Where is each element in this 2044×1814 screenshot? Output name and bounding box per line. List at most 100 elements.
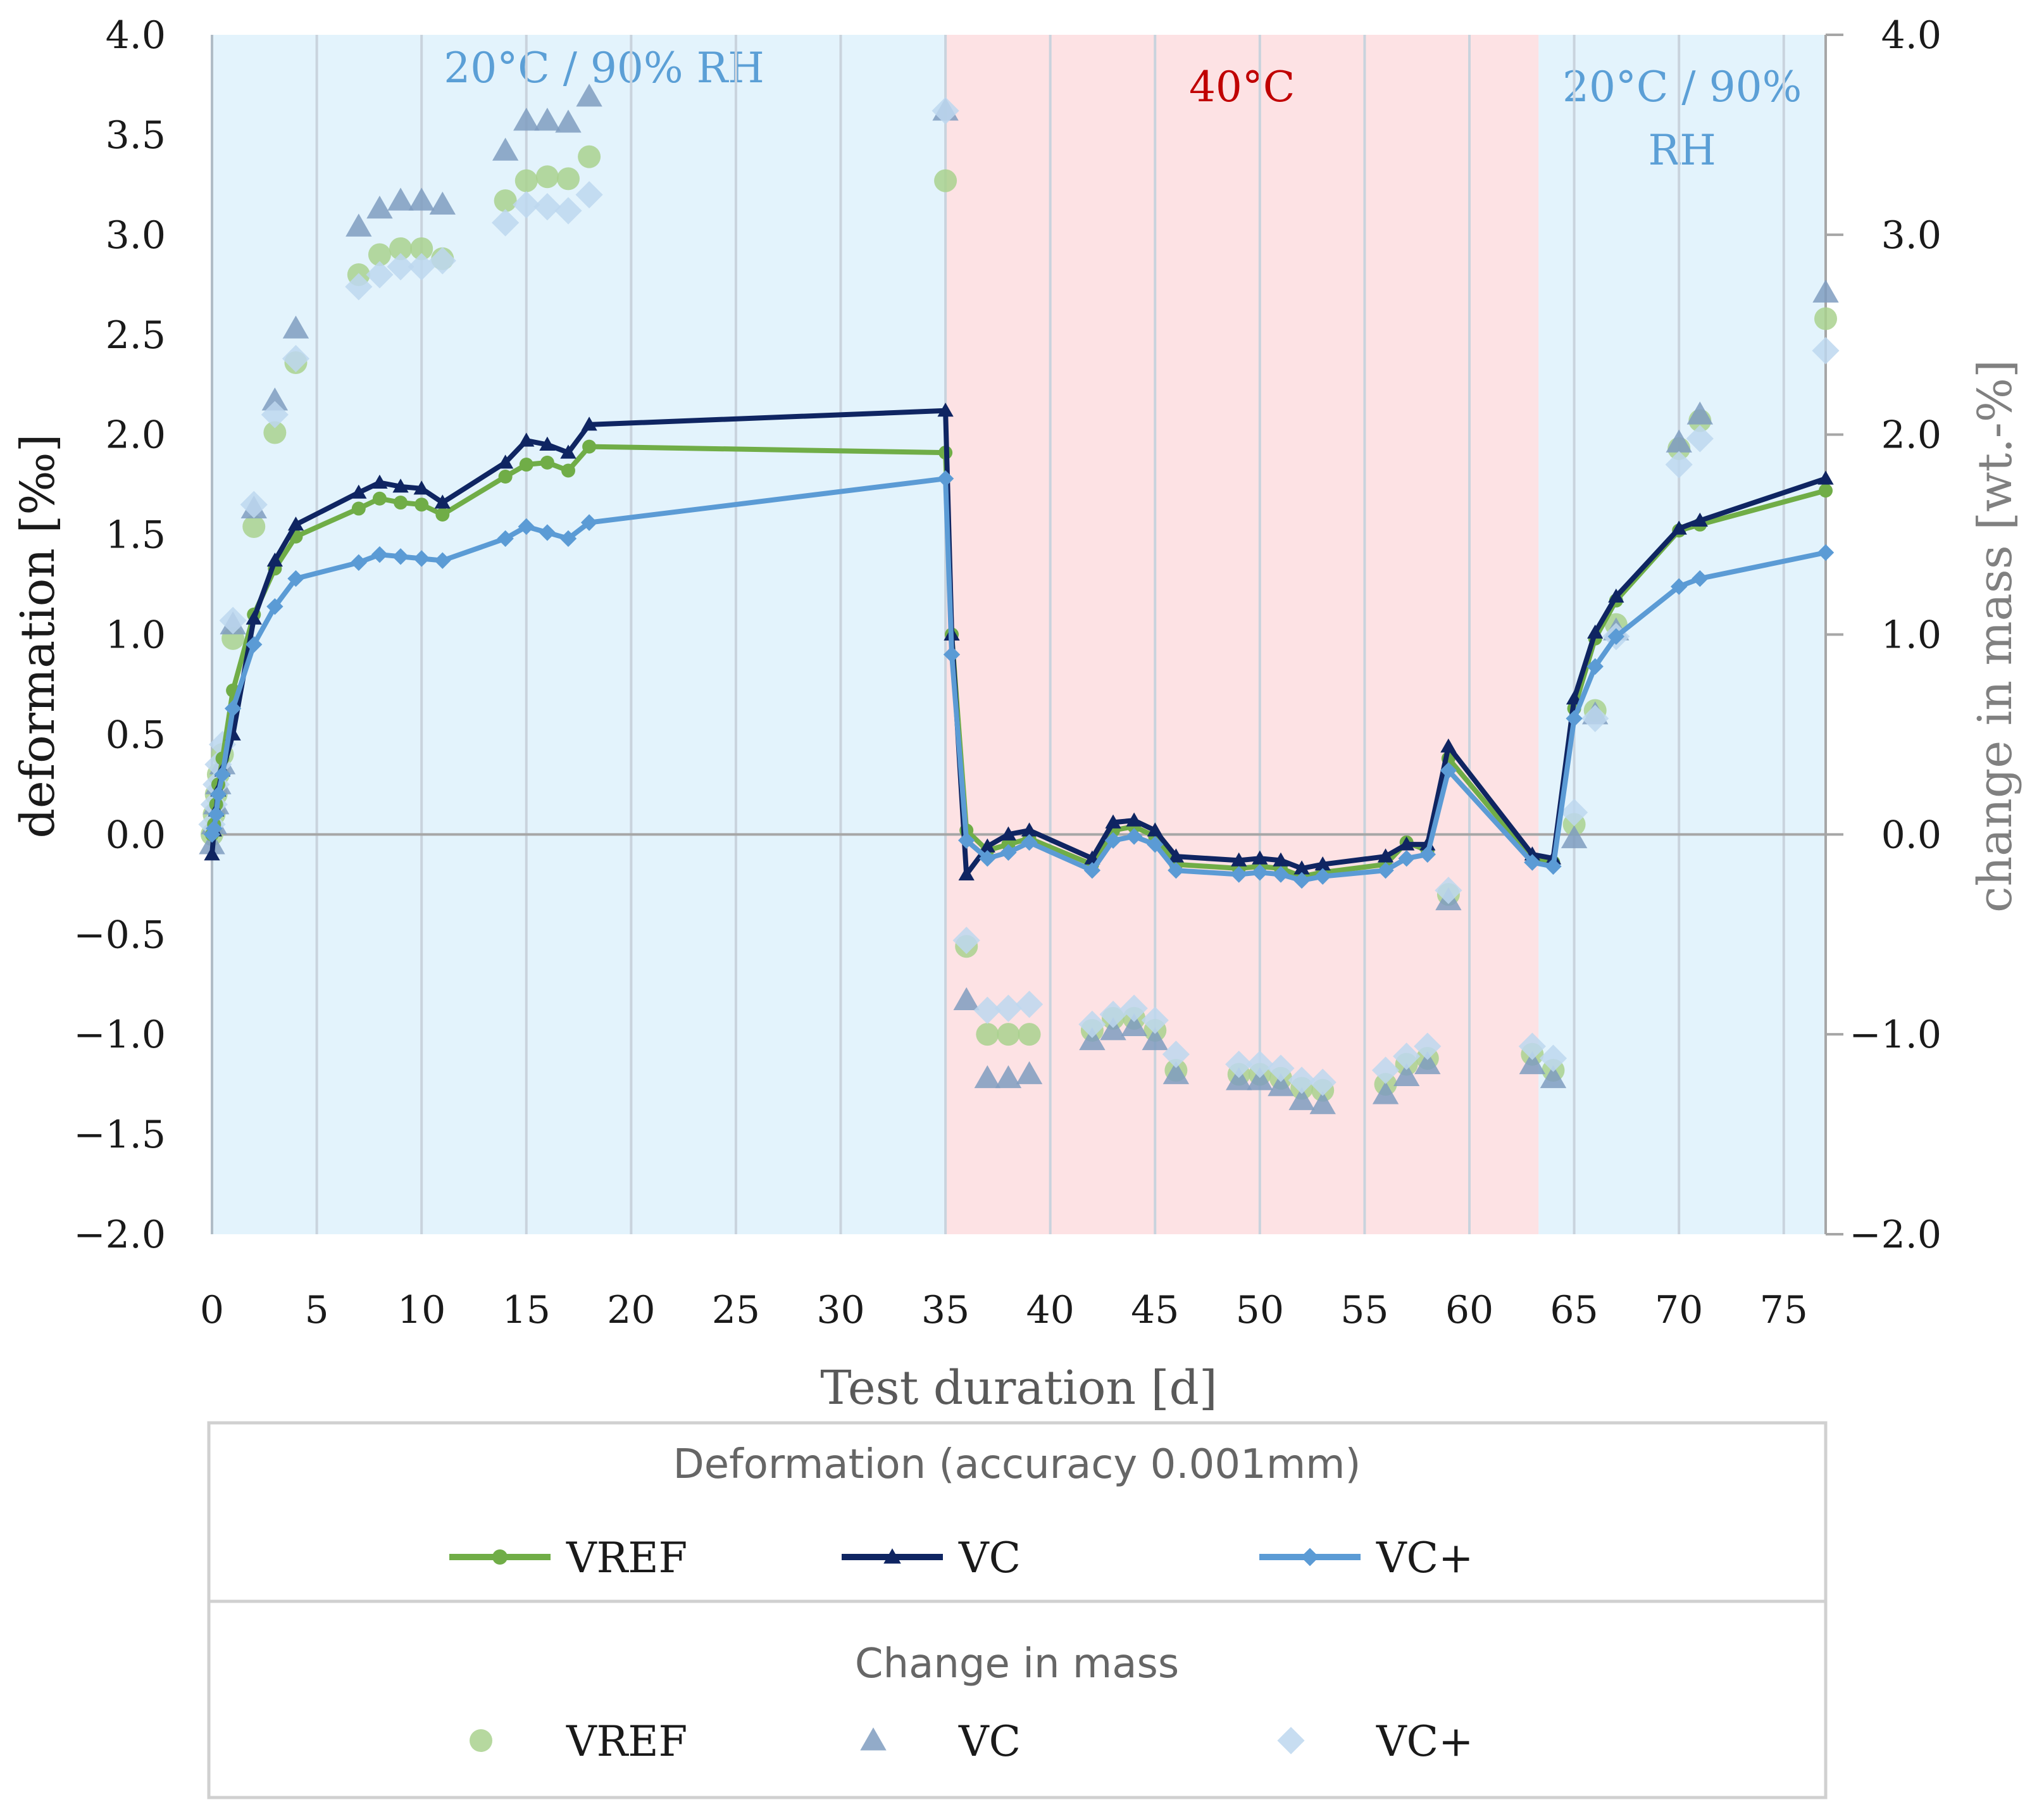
deformation-point-vref [561,463,575,478]
deformation-point-vc [371,474,388,489]
y-tick-label: 2.0 [106,413,166,458]
deformation-point-vcplus [392,548,409,565]
legend-marker-swatch [1277,1727,1305,1755]
legend-deformation-vref: VREF [449,1534,687,1582]
legend-marker-swatch [860,1727,887,1751]
deformation-point-vcplus [371,546,389,563]
deformation-point-vref [394,496,408,510]
deformation-series-vc [204,403,1834,880]
tick-labels: 0 5 10 15 20 25 30 35 40 45 50 55 60 65 70 75 4.0 3.5 3.0 2… [73,13,1941,1332]
mass-point-vref [410,237,433,260]
mass-point-vc [1121,1013,1147,1037]
deformation-point-vc [1314,856,1331,871]
legend-title-mass: Change in mass [855,1641,1179,1687]
legend-title-deformation: Deformation (accuracy 0.001mm) [673,1441,1361,1488]
mass-point-vc [555,109,582,133]
deformation-point-vcplus [518,518,535,535]
mass-point-vcplus [932,97,959,125]
mass-point-vcplus [261,401,289,428]
x-tick-label: 5 [304,1288,328,1332]
deformation-point-vc [1105,814,1121,829]
y-tick-label: −1.5 [73,1113,166,1157]
deformation-point-vcplus [1125,828,1143,845]
deformation-point-vcplus [943,646,961,663]
deformation-point-vc [937,403,954,417]
deformation-point-vc [266,552,284,567]
mass-point-vcplus [240,491,268,518]
legend-deformation-vcplus: VC+ [1259,1534,1473,1582]
mass-point-vc [366,196,393,219]
mass-point-vref [368,243,391,266]
mass-point-vc [534,108,561,131]
mass-point-vc [1142,1027,1168,1051]
deformation-point-vref [519,458,533,472]
mass-point-vc [1079,1027,1106,1051]
y2-tick-label: 3.0 [1881,213,1941,258]
legend: Deformation (accuracy 0.001mm) Change in… [207,1421,1828,1799]
mass-point-vref [389,237,413,260]
mass-point-vc [1414,1051,1441,1075]
mass-point-vref [997,1023,1020,1046]
x-tick-label: 20 [607,1288,655,1332]
mass-point-vc [1268,1073,1294,1096]
deformation-point-vc [539,436,556,451]
mass-point-vc [1309,1091,1336,1115]
mass-point-vcplus [1539,1044,1567,1072]
deformation-lines [203,403,1835,889]
deformation-point-vc [1168,848,1185,863]
deformation-point-vcplus [1586,658,1604,675]
deformation-point-vc [246,610,262,625]
deformation-point-vcplus [206,820,223,837]
mass-point-vref [1018,1023,1041,1046]
mass-point-vc [513,108,540,131]
mass-point-vcplus [952,927,980,954]
mass-point-vcplus [1120,994,1148,1022]
legend-label: VC [958,1534,1021,1582]
deformation-point-vcplus [1545,858,1562,875]
y-tick-label: 1.5 [106,513,166,558]
deformation-point-vcplus [350,554,368,571]
y2-tick-label: 0.0 [1881,813,1941,857]
mass-point-vref [578,145,601,168]
mass-point-vref [535,165,559,189]
mass-point-vref [934,169,957,192]
mass-point-vc [1162,1061,1190,1084]
x-tick-label: 45 [1131,1288,1179,1332]
y-tick-label: 4.0 [106,13,166,58]
deformation-point-vc [1293,860,1310,875]
mass-point-vcplus [1665,451,1693,479]
deformation-point-vc [560,444,576,459]
mass-point-vcplus [994,994,1023,1022]
deformation-point-vcplus [1607,628,1625,645]
mass-point-vcplus [554,197,582,225]
mass-point-vc [1372,1081,1399,1104]
deformation-point-vc [1566,690,1583,705]
mass-point-vref [514,169,538,192]
y-tick-label: −0.5 [73,913,166,957]
mass-point-vc [1226,1067,1252,1091]
deformation-point-vcplus [539,524,556,541]
mass-point-vcplus [1393,1042,1421,1070]
mass-point-vref [242,515,266,538]
region-2 [945,35,1539,1234]
deformation-point-vcplus [413,550,430,567]
deformation-point-vcplus [287,570,304,587]
y-axis-title: deformation [‰] [11,434,65,839]
mass-point-vcplus [1246,1050,1274,1079]
deformation-point-vcplus [1293,872,1311,889]
x-tick-label: 15 [502,1288,551,1332]
deformation-point-vcplus [1083,861,1101,879]
y-tick-label: 3.5 [106,113,166,158]
mass-point-vc [261,387,289,411]
deformation-point-vcplus [497,530,514,547]
deformation-point-vc [1252,850,1268,865]
mass-point-vcplus [428,247,456,275]
mass-point-vref [1814,307,1837,330]
deformation-point-vcplus [1147,835,1164,853]
legend-deformation-vc: VC [842,1534,1021,1582]
mass-point-vc [492,137,519,161]
deformation-point-vc [351,484,367,499]
deformation-point-vcplus [1524,854,1541,871]
mass-point-vcplus [1812,337,1840,365]
